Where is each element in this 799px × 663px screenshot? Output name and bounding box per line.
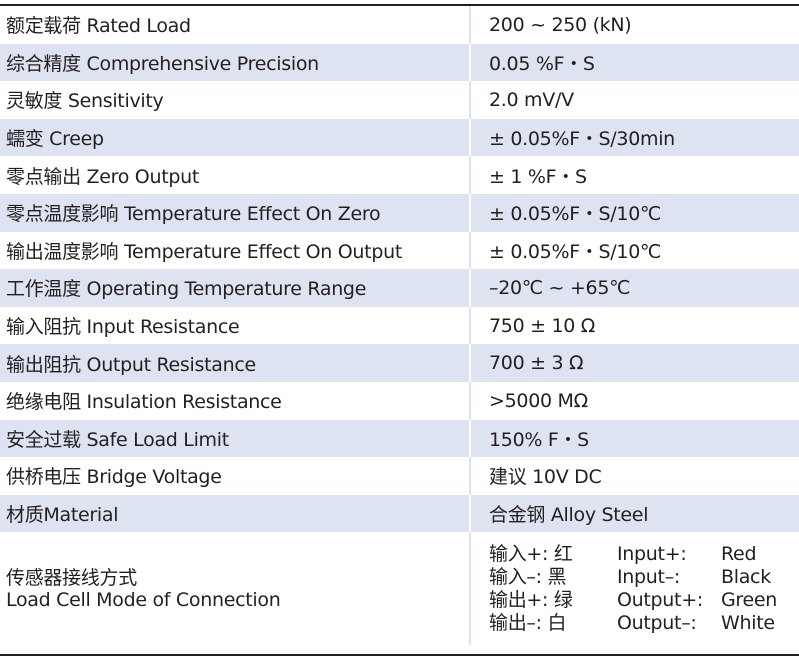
wiring-grid: 输入+: 红 Input+: Red 输入–: 黑 Input–: Black …: [489, 543, 799, 635]
param-name: 综合精度 Comprehensive Precision: [0, 43, 470, 82]
wire-en-label: Output–:: [617, 611, 697, 634]
param-name: 供桥电压 Bridge Voltage: [6, 466, 222, 489]
wire-cn-label: 输出–: 白: [489, 611, 567, 634]
param-value: 0.05 %F・S: [469, 43, 799, 82]
param-value: ± 0.05%F・S/10℃: [469, 193, 799, 232]
table-row: 蠕变 Creep ± 0.05%F・S/30min: [0, 118, 799, 157]
table-row: 输出温度影响 Temperature Effect On Output ± 0.…: [0, 231, 799, 270]
table-bottom-rule: [0, 654, 799, 656]
param-value: >5000 MΩ: [469, 381, 799, 420]
param-value: 建议 10V DC: [469, 457, 799, 495]
param-value: 200 ~ 250 (kN): [469, 6, 799, 44]
param-name: 零点温度影响 Temperature Effect On Zero: [0, 193, 470, 232]
param-value: 150% F・S: [469, 419, 799, 458]
param-value: 合金钢 Alloy Steel: [469, 494, 799, 533]
param-name: 输出温度影响 Temperature Effect On Output: [6, 240, 402, 263]
param-value: ± 0.05%F・S/30min: [469, 118, 799, 157]
wiring-value: 输入+: 红 Input+: Red 输入–: 黑 Input–: Black …: [469, 532, 799, 646]
param-name: 零点输出 Zero Output: [6, 165, 200, 188]
wire-en-label: Output+:: [617, 588, 703, 611]
param-value: ± 1 %F・S: [469, 156, 799, 194]
param-name: 输出阻抗 Output Resistance: [0, 344, 470, 382]
wire-color: Red: [721, 542, 757, 565]
table-row: 输出阻抗 Output Resistance 700 ± 3 Ω: [0, 344, 799, 382]
table-row: 零点输出 Zero Output ± 1 %F・S: [0, 156, 799, 194]
wiring-row: 传感器接线方式 Load Cell Mode of Connection 输入+…: [0, 532, 799, 646]
param-name: 材质Material: [0, 494, 470, 533]
spec-table: 额定载荷 Rated Load 200 ~ 250 (kN) 综合精度 Comp…: [0, 6, 799, 646]
param-value: 2.0 mV/V: [469, 81, 799, 119]
table-row: 材质Material 合金钢 Alloy Steel: [0, 494, 799, 533]
wire-color: White: [721, 611, 775, 634]
wire-color: Black: [721, 565, 771, 588]
table-row: 供桥电压 Bridge Voltage 建议 10V DC: [0, 457, 799, 495]
wire-color: Green: [721, 588, 778, 611]
param-value: 700 ± 3 Ω: [469, 344, 799, 382]
param-value: ± 0.05%F・S/10℃: [469, 231, 799, 270]
table-row: 绝缘电阻 Insulation Resistance >5000 MΩ: [0, 381, 799, 420]
table-row: 工作温度 Operating Temperature Range –20℃ ~ …: [0, 269, 799, 307]
param-name: 绝缘电阻 Insulation Resistance: [6, 391, 282, 414]
wiring-param: 传感器接线方式 Load Cell Mode of Connection: [0, 532, 470, 645]
table-row: 零点温度影响 Temperature Effect On Zero ± 0.05…: [0, 193, 799, 232]
table-row: 输入阻抗 Input Resistance 750 ± 10 Ω: [0, 306, 799, 345]
wiring-name-en: Load Cell Mode of Connection: [6, 588, 281, 611]
wiring-name-cn: 传感器接线方式: [6, 566, 137, 589]
wire-cn-label: 输入–: 黑: [489, 565, 567, 588]
param-name: 灵敏度 Sensitivity: [6, 90, 164, 113]
param-name: 额定载荷 Rated Load: [6, 15, 191, 38]
wire-cn-label: 输入+: 红: [489, 542, 573, 565]
param-name: 安全过载 Safe Load Limit: [0, 419, 470, 458]
param-name: 蠕变 Creep: [0, 118, 470, 157]
wire-cn-label: 输出+: 绿: [489, 588, 573, 611]
param-value: –20℃ ~ +65℃: [469, 269, 799, 307]
param-value: 750 ± 10 Ω: [469, 306, 799, 345]
table-top-rule: [0, 4, 799, 6]
table-row: 安全过载 Safe Load Limit 150% F・S: [0, 419, 799, 458]
table-row: 综合精度 Comprehensive Precision 0.05 %F・S: [0, 43, 799, 82]
wire-en-label: Input+:: [617, 542, 687, 565]
wire-en-label: Input–:: [617, 565, 680, 588]
param-name: 工作温度 Operating Temperature Range: [0, 269, 470, 307]
table-row: 额定载荷 Rated Load 200 ~ 250 (kN): [0, 6, 799, 44]
param-name: 输入阻抗 Input Resistance: [6, 316, 240, 339]
table-row: 灵敏度 Sensitivity 2.0 mV/V: [0, 81, 799, 119]
